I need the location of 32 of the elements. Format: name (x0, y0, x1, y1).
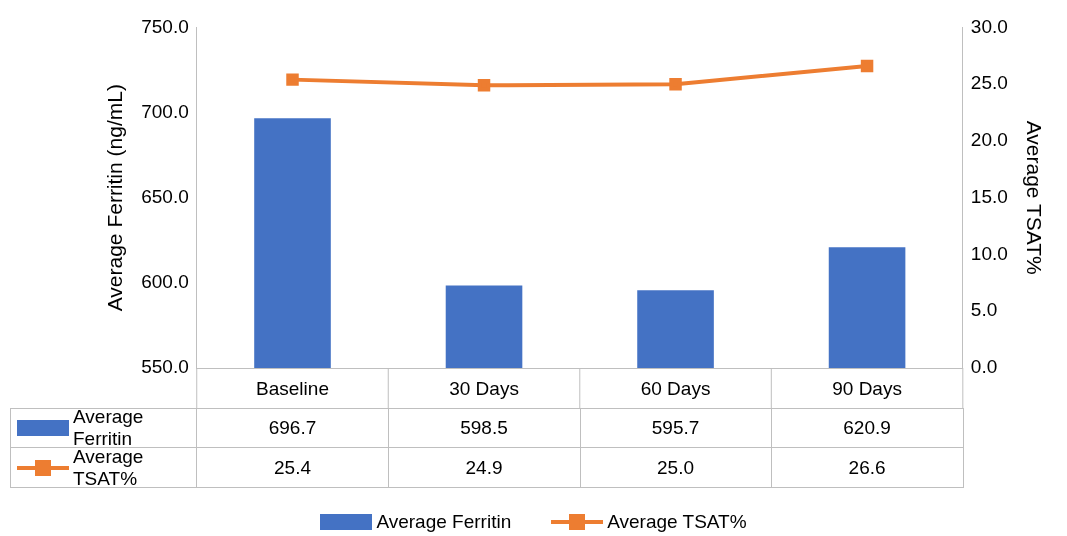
x-tick-label: 60 Days (640, 377, 711, 399)
point (477, 79, 491, 92)
y2-tick-label: 15.0 (970, 185, 1008, 207)
data-label: 26.6 (848, 456, 886, 479)
legend-label: Average Ferritin (376, 511, 512, 533)
y2-axis-title: Average TSAT% (1022, 120, 1046, 275)
y-tick-label: 600.0 (141, 271, 189, 293)
data-label: 696.7 (268, 417, 317, 439)
y2-tick-label: 5.0 (970, 299, 998, 321)
data-label: 620.9 (843, 417, 891, 439)
x-tick-label: 30 Days (449, 377, 519, 399)
data-label: 598.5 (460, 417, 508, 439)
point (860, 59, 874, 73)
y2-tick-label: 10.0 (970, 242, 1008, 264)
y2-tick-label: 25.0 (970, 72, 1008, 94)
data-label: 24.9 (465, 456, 503, 479)
y2-tick-label: 30.0 (970, 15, 1008, 37)
y-tick-label: 650.0 (141, 185, 189, 207)
y-tick-label: 750.0 (141, 15, 189, 37)
point (286, 73, 299, 86)
y2-tick-label: 0.0 (970, 356, 998, 378)
y-axis-title: Average Ferritin (ng/mL) (103, 84, 127, 312)
data-label: 25.4 (274, 456, 311, 479)
point (669, 77, 682, 91)
data-label: 595.7 (651, 417, 700, 439)
x-tick-label: Baseline (256, 377, 329, 399)
text: Average TSAT% (607, 511, 747, 532)
x-tick-label: 90 Days (832, 377, 902, 399)
data-label: 25.0 (657, 456, 695, 479)
y-tick-label: 700.0 (141, 100, 189, 122)
y-tick-label: 550.0 (141, 356, 189, 378)
y2-tick-label: 20.0 (970, 129, 1008, 151)
